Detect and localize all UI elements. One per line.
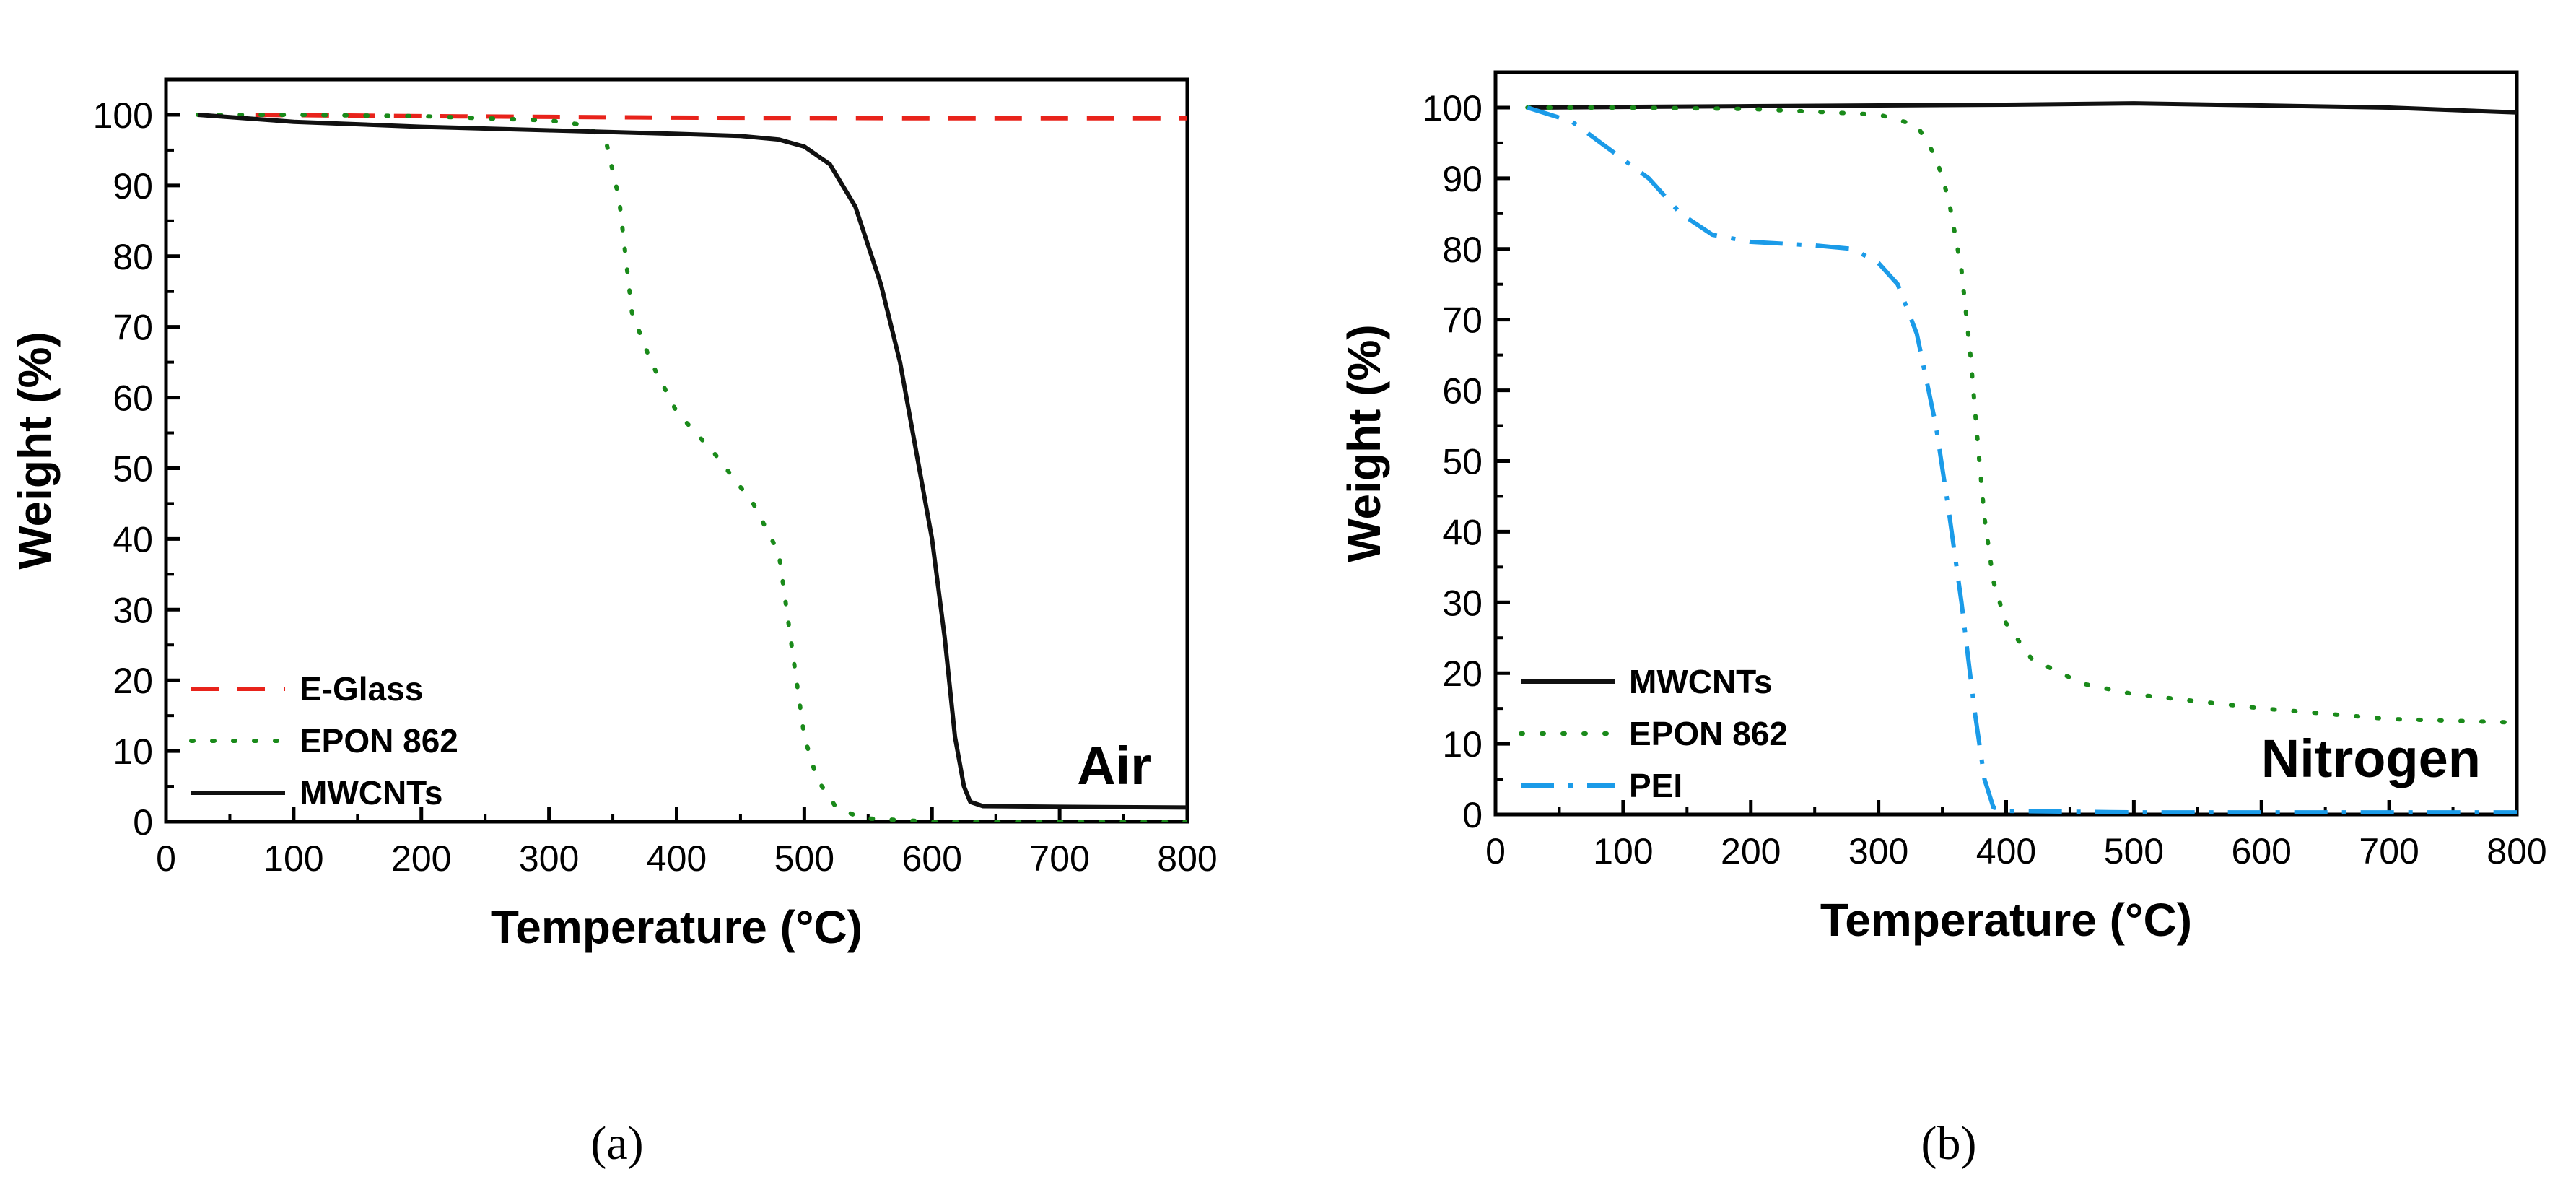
x-tick-label: 500 bbox=[2104, 831, 2164, 872]
y-tick-label: 50 bbox=[113, 448, 153, 489]
x-tick-label: 800 bbox=[1157, 838, 1217, 879]
x-tick-label: 200 bbox=[1721, 831, 1781, 872]
series-line-e-glass bbox=[255, 113, 1187, 121]
x-axis-label: Temperature (°C) bbox=[1820, 894, 2192, 946]
x-tick-label: 100 bbox=[263, 838, 323, 879]
series-line-epon-862 bbox=[196, 113, 1187, 822]
y-tick-label: 60 bbox=[1442, 371, 1483, 412]
series-line-mwcnts bbox=[1527, 101, 2517, 115]
x-tick-label: 700 bbox=[1029, 838, 1089, 879]
plot-frame bbox=[1493, 70, 2519, 817]
y-tick-label: 80 bbox=[1442, 230, 1483, 270]
x-tick-label: 700 bbox=[2359, 831, 2419, 872]
atmosphere-annotation: Nitrogen bbox=[2261, 729, 2481, 788]
series-group bbox=[1525, 101, 2517, 814]
x-axis-label: Temperature (°C) bbox=[491, 901, 863, 953]
series-line-epon-862 bbox=[1525, 105, 2517, 725]
series-line-pei bbox=[1527, 105, 2517, 814]
y-tick-label: 70 bbox=[1442, 300, 1483, 341]
y-tick-label: 10 bbox=[113, 731, 153, 772]
y-tick-label: 90 bbox=[113, 166, 153, 207]
chart-panel-nitrogen: 0 100 200 300 400 500 600 700 800 0 10 20 30 40 50 60 70… bbox=[1338, 70, 2547, 946]
atmosphere-annotation: Air bbox=[1077, 736, 1151, 796]
y-tick-label: 20 bbox=[113, 661, 153, 701]
x-tick-label: 600 bbox=[902, 838, 962, 879]
y-tick-label: 30 bbox=[113, 590, 153, 630]
series-group bbox=[196, 113, 1187, 822]
y-tick-label: 100 bbox=[93, 95, 153, 136]
x-tick-label: 0 bbox=[156, 838, 176, 879]
plot-frame bbox=[164, 77, 1189, 824]
legend-label: PEI bbox=[1629, 767, 1682, 804]
y-tick-label: 0 bbox=[1462, 795, 1483, 835]
y-tick-label: 100 bbox=[1423, 88, 1483, 129]
x-tick-label: 400 bbox=[1976, 831, 2036, 872]
legend-label: MWCNTs bbox=[1629, 663, 1772, 700]
x-tick-label: 200 bbox=[391, 838, 451, 879]
y-tick-label: 80 bbox=[113, 237, 153, 277]
legend: MWCNTs EPON 862 PEI bbox=[1519, 663, 1788, 804]
legend-label: EPON 862 bbox=[300, 722, 458, 760]
x-tick-label: 300 bbox=[1848, 831, 1908, 872]
y-tick-label: 40 bbox=[113, 519, 153, 560]
legend-label: EPON 862 bbox=[1629, 715, 1788, 752]
y-tick-label: 10 bbox=[1442, 724, 1483, 765]
legend-label: MWCNTs bbox=[300, 774, 442, 812]
y-tick-label: 40 bbox=[1442, 512, 1483, 552]
x-tick-label: 800 bbox=[2487, 831, 2546, 872]
x-tick-label: 100 bbox=[1593, 831, 1653, 872]
x-tick-label: 500 bbox=[774, 838, 834, 879]
y-tick-label: 70 bbox=[113, 308, 153, 348]
panel-label-b: (b) bbox=[1921, 1117, 1977, 1170]
y-tick-label: 50 bbox=[1442, 441, 1483, 482]
y-tick-label: 30 bbox=[1442, 583, 1483, 623]
chart-panel-air: 0 100 200 300 400 500 600 700 800 0 10 20 30 40 50 60 70… bbox=[9, 77, 1218, 953]
series-line-mwcnts bbox=[197, 113, 1187, 810]
y-tick-label: 20 bbox=[1442, 653, 1483, 694]
y-tick-label: 90 bbox=[1442, 159, 1483, 199]
y-axis-label: Weight (%) bbox=[1338, 324, 1390, 562]
panel-label-a: (a) bbox=[590, 1117, 643, 1170]
x-tick-label: 0 bbox=[1485, 831, 1506, 872]
legend-label: E-Glass bbox=[300, 670, 423, 708]
legend: E-Glass EPON 862 MWCNTs bbox=[189, 670, 458, 812]
y-tick-label: 0 bbox=[133, 802, 153, 843]
x-tick-label: 400 bbox=[647, 838, 707, 879]
x-tick-label: 600 bbox=[2232, 831, 2292, 872]
x-tick-label: 300 bbox=[519, 838, 579, 879]
y-axis-label: Weight (%) bbox=[9, 331, 61, 569]
y-tick-label: 60 bbox=[113, 378, 153, 419]
